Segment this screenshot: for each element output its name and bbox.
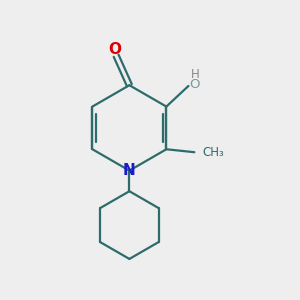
- Text: O: O: [190, 78, 200, 91]
- Text: N: N: [123, 163, 136, 178]
- Text: O: O: [108, 41, 121, 56]
- Text: CH₃: CH₃: [202, 146, 224, 159]
- Text: H: H: [190, 68, 199, 81]
